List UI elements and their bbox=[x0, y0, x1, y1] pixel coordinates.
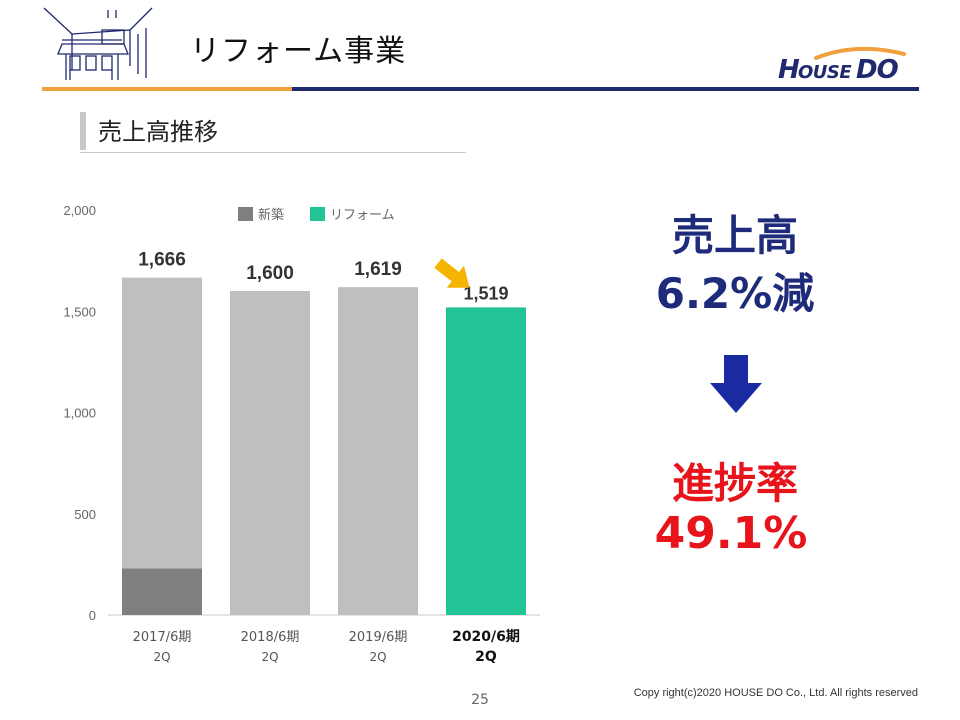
x-tick-label: 2Q bbox=[475, 649, 497, 665]
legend-swatch bbox=[238, 207, 253, 221]
y-tick-label: 2,000 bbox=[63, 203, 96, 218]
housedo-logo: H OUSE DO bbox=[778, 46, 906, 84]
data-label: 1,519 bbox=[463, 283, 508, 303]
legend-swatch bbox=[310, 207, 325, 221]
page-title: リフォーム事業 bbox=[190, 34, 407, 69]
y-tick-label: 1,000 bbox=[63, 406, 96, 421]
bar-segment bbox=[446, 307, 526, 615]
kpi-progress-value: 49.1% bbox=[654, 508, 808, 559]
section-accent-bar bbox=[80, 112, 86, 150]
section-title: 売上高推移 bbox=[98, 118, 218, 146]
x-tick-label: 2017/6期 bbox=[133, 630, 192, 645]
bar-segment bbox=[338, 287, 418, 615]
y-tick-label: 1,500 bbox=[63, 304, 96, 319]
svg-text:DO: DO bbox=[856, 55, 899, 84]
header-rule-orange bbox=[42, 87, 292, 91]
x-tick-label: 2020/6期 bbox=[452, 629, 520, 645]
x-tick-label: 2018/6期 bbox=[241, 630, 300, 645]
x-tick-label: 2Q bbox=[261, 650, 278, 664]
y-tick-label: 500 bbox=[74, 507, 96, 522]
legend-label: リフォーム bbox=[330, 208, 395, 223]
svg-text:H: H bbox=[778, 55, 800, 84]
bar-segment bbox=[230, 291, 310, 615]
y-tick-label: 0 bbox=[89, 608, 96, 623]
bar-segment bbox=[122, 568, 202, 615]
highlight-arrow-icon bbox=[434, 258, 470, 288]
room-illustration bbox=[43, 7, 153, 80]
header-rule-navy bbox=[292, 87, 919, 91]
copyright-text: Copy right(c)2020 HOUSE DO Co., Ltd. All… bbox=[633, 687, 918, 699]
kpi-progress-label: 進捗率 bbox=[671, 459, 798, 508]
page-number: 25 bbox=[471, 692, 489, 708]
data-label: 1,666 bbox=[138, 250, 186, 271]
sales-bar-chart: 0 500 1,000 1,500 2,000 1,666 2017/6期 2Q 1,600 20… bbox=[63, 203, 540, 665]
bar-segment bbox=[122, 277, 202, 569]
x-tick-label: 2019/6期 bbox=[349, 630, 408, 645]
data-label: 1,619 bbox=[354, 259, 402, 280]
section-rule bbox=[80, 152, 466, 153]
kpi-sales-value: 6.2%減 bbox=[655, 269, 815, 318]
highlight-arrow-shape bbox=[434, 258, 470, 288]
x-tick-label: 2Q bbox=[153, 650, 170, 664]
kpi-sales-label: 売上高 bbox=[671, 211, 798, 260]
legend-label: 新築 bbox=[258, 207, 284, 223]
data-label: 1,600 bbox=[246, 263, 294, 284]
x-tick-label: 2Q bbox=[369, 650, 386, 664]
svg-text:OUSE: OUSE bbox=[798, 62, 852, 83]
down-arrow-icon bbox=[710, 355, 762, 413]
